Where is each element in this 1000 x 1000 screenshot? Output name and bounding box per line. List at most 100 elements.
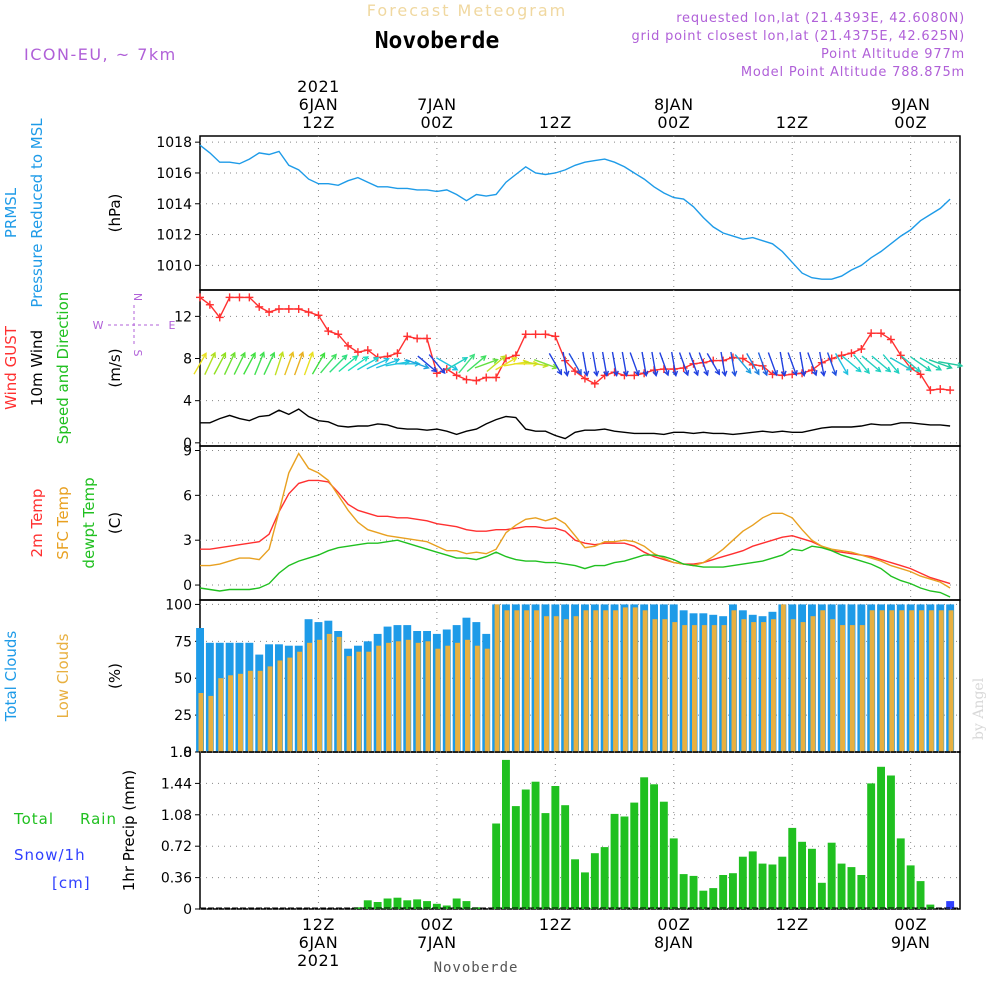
wind-arrow-head <box>551 363 559 370</box>
low-cloud-bar <box>761 622 766 752</box>
rain-bar <box>926 904 935 909</box>
wind-arrow-head <box>935 365 943 371</box>
low-cloud-bar <box>336 636 342 752</box>
low-cloud-bar <box>238 673 243 752</box>
wind-arrow-head <box>893 367 900 375</box>
series-line <box>200 408 951 440</box>
rain-bar <box>511 806 520 909</box>
series-label: dewpt Temp <box>80 477 98 568</box>
series-label: Pressure Reduced to MSL <box>28 118 46 308</box>
low-cloud-bar <box>751 622 757 752</box>
wind-arrow-head <box>652 370 659 378</box>
wind-arrow-head <box>201 352 207 359</box>
wind-arrow-head <box>642 370 649 378</box>
rain-bar <box>393 897 402 909</box>
rain-bar <box>709 888 718 909</box>
wind-arrow-head <box>259 351 265 358</box>
low-cloud-bar <box>711 625 717 752</box>
low-cloud-bar <box>820 610 826 752</box>
time-label-top: 12Z <box>539 113 572 132</box>
rain-bar <box>403 900 412 909</box>
wind-arrow <box>670 351 677 376</box>
wind-arrow-head <box>423 363 430 370</box>
time-label-bottom: 00Z <box>657 915 690 934</box>
wind-arrow <box>474 359 498 369</box>
low-cloud-bar <box>603 610 609 752</box>
compass-s: S <box>131 350 144 357</box>
time-label-bottom: 00Z <box>420 915 453 934</box>
wind-arrow <box>338 355 358 373</box>
low-cloud-bar <box>563 619 569 752</box>
low-cloud-bar <box>534 610 539 752</box>
time-label-top: 00Z <box>657 113 690 132</box>
y-tick-label: 6 <box>183 488 192 504</box>
series-line <box>199 144 951 280</box>
rain-bar <box>798 841 806 909</box>
low-cloud-bar <box>840 625 845 752</box>
wind-arrow-head <box>220 351 227 359</box>
series-label: [cm] <box>52 874 91 892</box>
low-cloud-bar <box>879 610 885 752</box>
wind-arrow-head <box>556 369 563 376</box>
wind-arrow <box>274 352 284 376</box>
y-tick-label: 1010 <box>156 258 192 274</box>
y-tick-label: 12 <box>174 309 192 325</box>
rain-bar <box>551 786 560 909</box>
low-cloud-bar <box>257 670 263 752</box>
low-cloud-bar <box>247 670 253 752</box>
wind-arrow <box>730 351 736 376</box>
low-cloud-bar <box>830 619 836 752</box>
rain-bar <box>768 864 777 909</box>
wind-arrow <box>688 352 699 376</box>
wind-arrow <box>720 351 726 376</box>
wind-arrow <box>928 359 952 369</box>
wind-arrow <box>592 351 598 376</box>
y-axis-label: (C) <box>106 512 124 534</box>
wind-arrow-head <box>762 370 769 377</box>
low-cloud-bar <box>849 625 855 752</box>
y-tick-label: 1018 <box>156 135 192 151</box>
wind-arrow-head <box>511 357 518 363</box>
rain-bar <box>423 901 431 909</box>
time-label-bottom: 6JAN <box>299 933 339 952</box>
series-label: Rain <box>80 810 117 828</box>
low-cloud-bar <box>474 645 480 752</box>
wind-arrow-head <box>946 363 953 370</box>
rain-bar <box>373 902 382 909</box>
series-line <box>200 479 951 585</box>
wind-arrow <box>329 354 348 373</box>
time-label-top: 00Z <box>894 113 927 132</box>
wind-arrow-head <box>593 370 600 378</box>
time-label-top: 6JAN <box>299 95 339 114</box>
rain-bar <box>640 777 649 909</box>
wind-arrow-head <box>745 367 752 375</box>
y-tick-label: 25 <box>174 708 192 724</box>
low-cloud-bar <box>435 648 441 752</box>
wind-arrow <box>938 361 963 367</box>
rain-bar <box>738 856 747 909</box>
time-label-top: 2021 <box>297 77 340 96</box>
wind-arrow-head <box>603 370 610 378</box>
y-tick-label: 1.08 <box>161 808 192 824</box>
y-tick-label: 8 <box>183 352 192 368</box>
time-label-top: 9JAN <box>891 95 931 114</box>
rain-bar <box>571 859 579 909</box>
low-cloud-bar <box>553 616 559 752</box>
low-cloud-bar <box>297 651 303 752</box>
rain-bar <box>817 882 826 909</box>
y-tick-label: 1.44 <box>161 776 192 792</box>
wind-arrow-head <box>800 370 807 378</box>
series-label: Total Clouds <box>2 631 20 723</box>
series-line <box>199 296 951 391</box>
low-cloud-bar <box>317 639 322 752</box>
compass-w: W <box>93 319 104 332</box>
wind-arrow <box>651 351 657 376</box>
wind-arrow-head <box>230 351 236 358</box>
wind-arrow <box>910 356 931 372</box>
time-label-bottom: 7JAN <box>417 933 457 952</box>
y-tick-label: 1012 <box>156 228 192 244</box>
y-tick-label: 100 <box>165 597 192 613</box>
wind-arrow-head <box>693 370 700 377</box>
wind-arrow-head <box>480 355 487 361</box>
low-cloud-bar <box>544 616 549 752</box>
